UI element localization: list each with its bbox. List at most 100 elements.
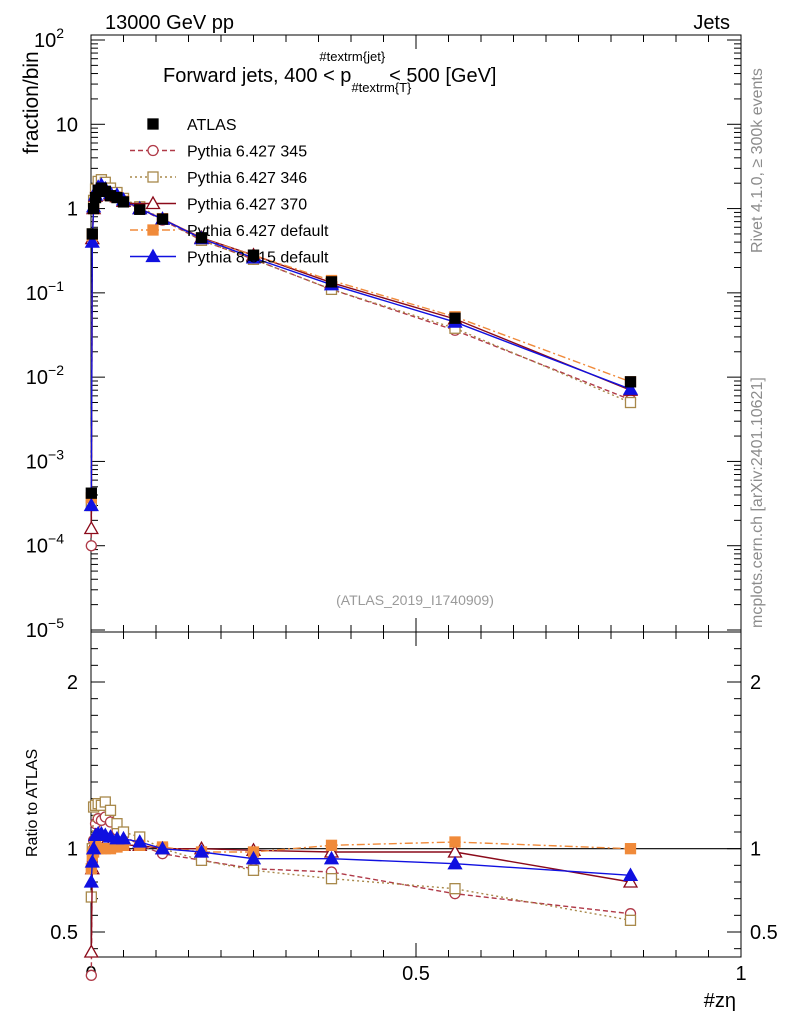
data-point (86, 228, 98, 240)
legend-label: ATLAS (187, 117, 237, 134)
data-point (83, 497, 99, 512)
ratio-series-line (90, 816, 631, 976)
y-tick-label: 10−4 (26, 531, 64, 558)
title-subscript: #textrm{T} (351, 80, 412, 95)
ratio-data-point (193, 844, 210, 858)
y-tick-label: 10−3 (26, 446, 64, 473)
legend-label: Pythia 8.315 default (187, 250, 329, 267)
ratio-series-line (90, 841, 631, 869)
ratio-data-point (449, 883, 461, 895)
data-point (134, 203, 146, 215)
ratio-tick-label-left: 0.5 (50, 922, 78, 944)
series-pythia-6-427-345 (85, 176, 637, 552)
title-part-b: < 500 [GeV] (389, 65, 496, 87)
x-tick-label: 1 (735, 963, 746, 985)
legend-label: Pythia 6.427 345 (187, 144, 307, 161)
y-tick-label: 10−2 (26, 362, 64, 389)
ratio-data-point (245, 850, 262, 865)
legend-marker (147, 144, 159, 157)
data-point (325, 276, 338, 288)
ratio-data-point (85, 969, 97, 981)
ratio-data-point (447, 855, 463, 870)
ratio-data-point (449, 836, 461, 848)
ratio-tick-label-left: 2 (67, 672, 78, 694)
ratio-data-point (624, 914, 637, 926)
ratio-series-layer (83, 796, 639, 981)
ratio-data-point (132, 834, 148, 848)
legend-marker (145, 248, 161, 263)
ratio-data-point (622, 874, 639, 888)
ratio-data-point (85, 840, 102, 855)
ratio-data-point (323, 850, 340, 865)
ratio-data-point (111, 818, 123, 830)
series-pythia-6-427-default (85, 182, 637, 504)
data-point (85, 487, 97, 499)
data-point (624, 396, 637, 409)
data-point (624, 376, 637, 388)
legend-label: Pythia 6.427 default (187, 223, 329, 240)
ratio-tick-label-right: 2 (750, 672, 761, 694)
data-point (87, 202, 100, 215)
title-superscript: #textrm{jet} (319, 49, 385, 64)
ratio-data-point (115, 830, 132, 845)
legend-entry: Pythia 6.427 default (130, 223, 329, 240)
legend-marker (147, 171, 159, 183)
data-point (84, 234, 100, 248)
header-category: Jets (693, 12, 730, 34)
y-axis-label: fraction/bin (20, 51, 43, 154)
main-axes: 102 10 1 10−1 10−2 10−3 10−4 10−5 (26, 25, 742, 957)
x-axis-label: #zη (704, 990, 736, 1012)
y-tick-label: 10 (56, 114, 78, 136)
data-point (247, 249, 260, 261)
data-point (85, 540, 97, 552)
title-part-a: Forward jets, 400 < p (163, 65, 351, 87)
ratio-data-point (84, 854, 100, 868)
legend-marker (147, 224, 159, 236)
ratio-series-pythia-8-315-default (83, 825, 639, 888)
legend-marker (147, 118, 159, 130)
ratio-tick-label-right: 0.5 (750, 922, 778, 944)
main-series-layer (83, 174, 639, 552)
legend-entry: Pythia 6.427 345 (130, 144, 307, 161)
ratio-y-axis-label: Ratio to ATLAS (24, 749, 41, 857)
ratio-series-pythia-6-427-345 (85, 811, 637, 981)
series-atlas (85, 182, 637, 499)
legend-entry: Pythia 8.315 default (130, 248, 329, 267)
ratio-data-point (325, 839, 338, 851)
y-tick-label: 10−5 (26, 615, 64, 642)
ratio-data-point (624, 843, 637, 855)
legend-entry: Pythia 6.427 346 (130, 170, 307, 187)
ratio-data-point (104, 804, 117, 816)
ratio-series-line (90, 800, 631, 921)
ratio-series-pythia-6-427-346 (85, 796, 637, 926)
header-energy: 13000 GeV pp (105, 12, 234, 34)
x-tick-label: 0.5 (402, 963, 430, 985)
legend-marker (145, 195, 161, 210)
ratio-tick-label-right: 1 (750, 839, 761, 861)
series-line (90, 181, 631, 546)
legend-label: Pythia 6.427 346 (187, 170, 307, 187)
data-point (83, 520, 99, 535)
ratio-data-point (247, 864, 260, 876)
ratio-data-point (83, 874, 99, 888)
ratio-series-line (90, 833, 631, 883)
y-tick-label: 10−1 (26, 278, 64, 305)
chart-title: Forward jets, 400 < p#textrm{T} #textrm{j… (163, 49, 496, 95)
ratio-data-point (83, 944, 99, 958)
data-point (449, 312, 461, 324)
legend-entry: ATLAS (147, 117, 237, 134)
series-line (90, 184, 631, 506)
mcplots-label: mcplots.cern.ch [arXiv:2401.10621] (749, 377, 766, 628)
ratio-data-point (154, 840, 171, 855)
y-tick-label: 1 (67, 199, 78, 221)
data-point (622, 381, 639, 395)
data-point (156, 213, 169, 225)
ratio-frame (90, 631, 742, 958)
data-point (117, 196, 130, 208)
ratio-data-point (622, 867, 639, 881)
legend: ATLAS Pythia 6.427 345 Pythia 6.427 346 Pyt… (130, 117, 329, 267)
rivet-version-label: Rivet 4.1.0, ≥ 300k events (749, 68, 766, 253)
ratio-series-line (90, 840, 631, 953)
